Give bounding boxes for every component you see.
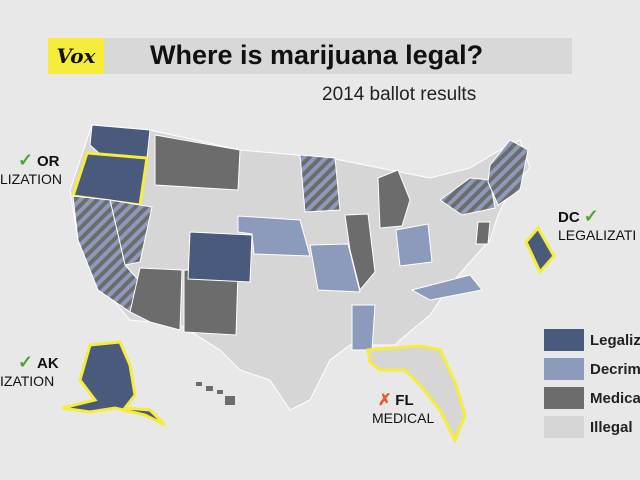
legend-swatch: [544, 358, 584, 380]
state-illinois: [344, 213, 376, 292]
state-colorado: [187, 231, 253, 283]
legend-item-illegal: Illegal: [544, 415, 640, 439]
state-hawaii: [196, 382, 235, 405]
page-title: Where is marijuana legal?: [150, 40, 484, 70]
check-icon: ✓: [583, 206, 599, 226]
legend-swatch: [544, 329, 584, 351]
check-icon: ✓: [18, 150, 34, 170]
callout-alaska: ✓ AK IZATION: [0, 352, 59, 389]
state-ohio: [395, 223, 433, 267]
state-nebraska: [237, 215, 311, 257]
legend: Legaliz Decrim Medica Illegal: [544, 328, 640, 444]
state-missouri: [309, 243, 361, 293]
state-new-jersey: [475, 221, 491, 245]
callout-dc: DC ✓ LEGALIZATI: [558, 206, 637, 243]
legend-item-decriminalized: Decrim: [544, 357, 640, 381]
state-mississippi: [351, 304, 376, 351]
page-subtitle: 2014 ballot results: [322, 84, 477, 105]
state-michigan: [377, 169, 411, 229]
state-minnesota: [299, 154, 341, 213]
state-dc-inset: [524, 225, 556, 275]
state-new-england: [487, 139, 529, 206]
state-alaska: [61, 340, 167, 427]
callout-oregon: ✓ OR LIZATION: [0, 150, 62, 187]
vox-logo: Vox: [48, 38, 104, 74]
legend-item-medical: Medica: [544, 386, 640, 410]
state-florida: [366, 344, 467, 444]
legend-swatch: [544, 416, 584, 438]
legend-swatch: [544, 387, 584, 409]
title-bar: [48, 38, 572, 74]
state-arizona: [129, 267, 183, 331]
check-icon: ✓: [18, 352, 34, 372]
state-north-carolina: [410, 274, 483, 301]
state-montana: [154, 134, 241, 191]
cross-icon: ✗: [378, 392, 392, 409]
legend-item-legalized: Legaliz: [544, 328, 640, 352]
state-new-york: [439, 177, 496, 216]
callout-florida: ✗ FL MEDICAL: [372, 392, 435, 426]
